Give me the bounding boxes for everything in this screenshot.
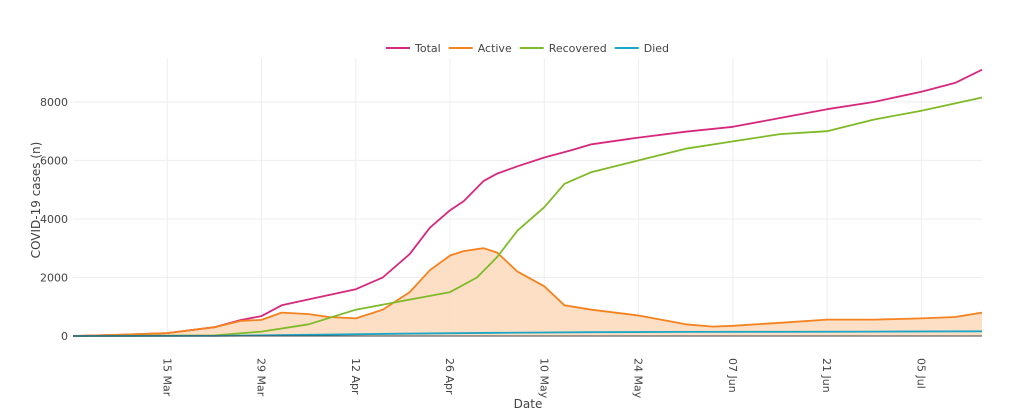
x-axis-title: Date [514,397,543,411]
legend-label: Total [414,42,441,55]
x-tick-label: 15 Mar [160,358,173,397]
x-tick-label: 29 Mar [255,358,268,397]
series-line-died[interactable] [72,330,983,337]
legend-item-total[interactable]: Total [386,42,441,55]
legend-label: Active [478,42,512,55]
y-tick-label: 6000 [40,154,68,167]
y-tick-label: 4000 [40,213,68,226]
axes: 0 2000 4000 6000 8000 15 Mar 29 Mar 12 Apr 26 Ap… [40,96,982,399]
legend-label: Recovered [549,42,607,55]
y-tick-label: 8000 [40,96,68,109]
legend-item-active[interactable]: Active [448,42,512,55]
series-line-active[interactable] [72,247,983,337]
y-tick-label: 2000 [40,271,68,284]
legend-item-recovered[interactable]: Recovered [519,42,607,55]
x-tick-label: 21 Jun [820,358,833,393]
series-line-recovered[interactable] [72,96,983,337]
x-tick-label: 05 Jul [914,358,927,389]
series-lines [72,68,983,337]
area-fills [73,248,982,336]
x-tick-label: 12 Apr [349,358,362,395]
x-tick-label: 24 May [632,358,645,399]
legend[interactable]: Total Active Recovered Died [386,42,669,55]
series-line-total[interactable] [72,68,983,337]
x-tick-label: 07 Jun [726,358,739,393]
x-tick-label: 26 Apr [443,358,456,395]
legend-label: Died [644,42,669,55]
legend-item-died[interactable]: Died [614,42,669,55]
grid [73,58,982,336]
series-area-active [73,248,982,336]
y-axis-title: COVID-19 cases (n) [29,142,43,259]
y-tick-label: 0 [61,330,68,343]
x-tick-label: 10 May [537,358,550,399]
